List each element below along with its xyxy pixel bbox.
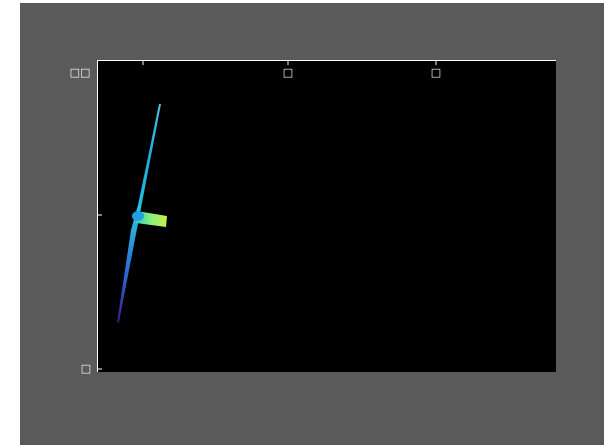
- axes-area: [97, 60, 556, 372]
- surface-node: [132, 211, 144, 221]
- y-tick-label: □: [81, 362, 91, 375]
- x-tick-label: □: [431, 66, 441, 79]
- x-tick-label: □: [283, 66, 293, 79]
- y-tick-label: □□: [70, 66, 91, 79]
